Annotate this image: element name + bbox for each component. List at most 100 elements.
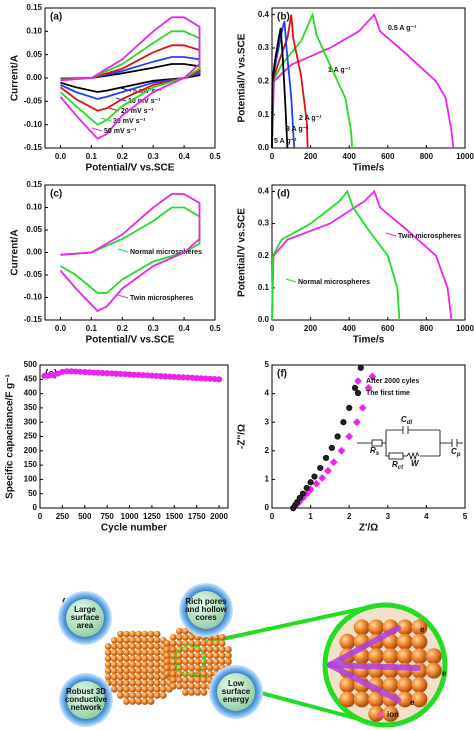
particle [169,639,177,647]
particle [135,685,143,693]
particle [147,679,155,687]
y-tick-label: 0.00 [26,248,42,257]
particle [397,677,413,693]
particle [110,636,118,644]
feature-text: network [71,703,102,712]
y-tick-label: 2 [265,446,270,455]
feature-inner [67,681,105,719]
y-tick-label: 100 [24,475,38,484]
particle [116,661,124,669]
particle [116,630,124,638]
x-tick-label: 0.2 [117,324,129,333]
particle [147,642,155,650]
legend-pointer [91,127,103,132]
particle [123,698,130,705]
marker [345,432,354,441]
particle [368,648,385,665]
particle [218,633,226,641]
particle [182,664,189,672]
particle [116,655,124,662]
y-tick-label: -0.15 [24,315,43,324]
particle [169,670,177,678]
electron-arrow [327,662,421,671]
series-line [271,14,309,149]
series-line [60,56,201,100]
feature-text: surface [222,687,251,696]
x-tick-label: 500 [78,512,92,521]
series-line [59,16,201,140]
plot-frame [271,364,466,509]
feature-text: area [77,621,94,630]
particle [147,630,155,638]
y-tick-label: 3 [265,417,270,426]
particle [397,633,413,650]
particle [141,630,149,638]
particle [135,698,143,705]
x-tick-label: 200 [304,324,318,333]
panel-label: (c) [50,189,62,200]
x-tick-label: 1 [308,512,313,521]
marker [303,484,310,492]
y-tick-label: 150 [24,460,38,469]
particle [188,676,196,684]
series-line [271,11,353,149]
electron-label: e [410,698,415,707]
particle [382,648,399,665]
particle [141,667,149,675]
particle [141,649,149,656]
legend-label: 1 A g⁻¹ [328,67,351,74]
particle [147,691,155,699]
feature-text: energy [223,695,250,704]
marker [351,384,359,391]
feature-text: surface [71,613,100,622]
x-tick-label: 1000 [456,324,474,333]
y-tick-label: 400 [24,389,38,398]
x-tick-label: 600 [381,324,395,333]
particle [123,661,130,669]
feature-text: conductive [65,695,108,704]
x-tick-label: 1250 [143,512,161,521]
zoom-region [174,644,206,676]
x-tick-label: 1000 [121,512,139,521]
y-tick-label: 50 [28,489,37,498]
particle [123,673,130,681]
y-tick-label: 0.0 [258,315,270,324]
x-tick-label: 400 [343,152,357,161]
legend-pointer [285,278,297,283]
y-tick-label: 0.3 [258,43,270,52]
legend-label: The first time [366,390,410,397]
y-tick-label: 0.1 [258,110,270,119]
particle [200,676,208,684]
particle [200,688,208,696]
particle [200,646,208,653]
particle [159,679,167,687]
particle [110,649,118,656]
particle [411,691,428,708]
particle [212,652,220,659]
legend-marker [354,377,362,385]
particle [159,691,167,699]
feature-inner [66,599,104,637]
particle [123,636,130,644]
particle [218,652,226,659]
x-tick-label: 800 [420,152,434,161]
particle [206,664,214,672]
circuit-symbol: R [392,460,398,469]
marker [311,473,318,480]
particle [182,646,189,653]
legend-pointer [100,117,112,122]
y-tick-label: 0.05 [26,225,42,234]
legend-pointer [117,294,129,299]
y-tick-label: -0.05 [24,270,43,279]
particle [129,673,137,681]
particle [159,685,167,693]
particle [153,636,161,644]
particle [353,691,370,708]
particle [135,661,143,669]
particle [123,655,130,662]
particle [182,676,189,684]
series-line [59,193,201,313]
particle [194,652,202,659]
particle [206,646,214,653]
particle [104,661,112,669]
